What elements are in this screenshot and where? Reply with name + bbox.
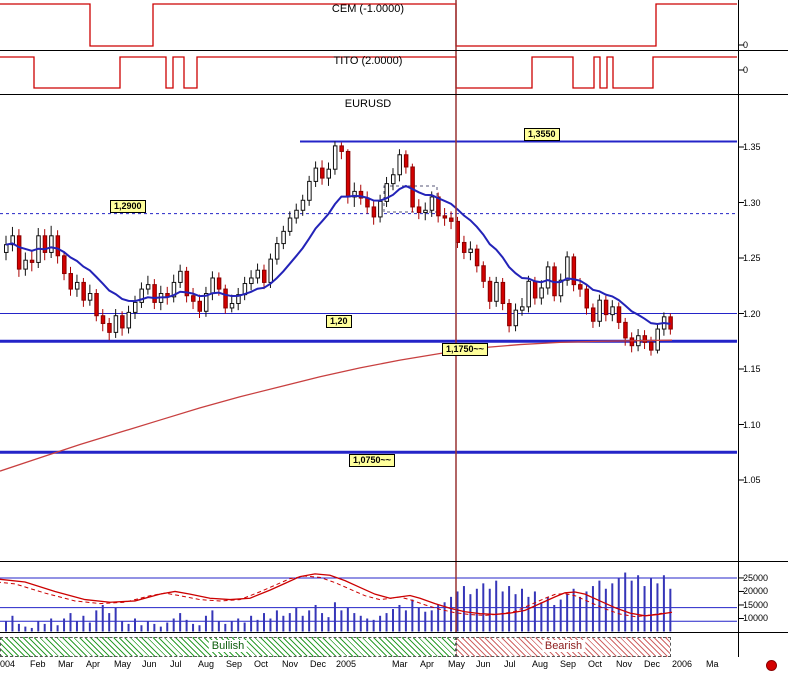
axis-value: 1.10 bbox=[743, 419, 761, 430]
axis-value: 1.25 bbox=[743, 253, 761, 263]
axis-value: 10000 bbox=[743, 613, 769, 624]
volume-ma-line bbox=[0, 573, 673, 617]
symbol-title: EURUSD bbox=[344, 98, 392, 110]
bearish-label: Bearish bbox=[541, 640, 586, 652]
axis-value: 20000 bbox=[743, 586, 769, 597]
time-label: Jul bbox=[504, 659, 516, 669]
ma-slow-line[interactable] bbox=[0, 339, 673, 472]
time-label: May bbox=[114, 659, 132, 669]
axis-value: 1.05 bbox=[743, 475, 761, 485]
time-label: Ma bbox=[706, 659, 719, 669]
ma-fast-line[interactable] bbox=[5, 184, 671, 326]
time-label: Sep bbox=[226, 659, 243, 669]
time-label: Oct bbox=[588, 659, 603, 669]
time-axis[interactable]: 004 Feb Mar Apr May Jun Jul Aug Sep Oct Nov Dec 2005… bbox=[0, 659, 737, 673]
axis-ticks bbox=[739, 44, 744, 619]
time-label: Aug bbox=[532, 659, 549, 669]
axis-value: 0 bbox=[743, 65, 749, 75]
axis-value: 1.30 bbox=[743, 197, 761, 208]
cem-step-line bbox=[0, 3, 737, 47]
bullish-label: Bullish bbox=[208, 640, 248, 652]
time-label: Dec bbox=[644, 659, 661, 669]
axis-value: 1.35 bbox=[743, 142, 761, 152]
connection-status-icon[interactable] bbox=[766, 660, 777, 671]
candles bbox=[4, 141, 673, 356]
price-level-tag-10750[interactable]: 1,0750~~ bbox=[349, 454, 396, 467]
time-label: Apr bbox=[86, 659, 101, 669]
volume-signal-line bbox=[0, 575, 663, 618]
time-label: 2005 bbox=[336, 659, 357, 669]
price-axis[interactable]: 1.35 1.30 1.25 1.20 1.15 1.10 1.05 25000 20000 15… bbox=[742, 0, 788, 657]
sentiment-band-bullish: Bullish bbox=[0, 637, 456, 657]
time-label: Mar bbox=[58, 659, 74, 669]
price-level-tag-13550[interactable]: 1,3550 bbox=[524, 128, 560, 141]
time-label: Aug bbox=[198, 659, 215, 669]
time-label: Sep bbox=[560, 659, 577, 669]
axis-value: 25000 bbox=[743, 572, 769, 583]
time-label: Feb bbox=[30, 659, 46, 669]
time-label: Jun bbox=[476, 659, 491, 669]
price-hlines[interactable] bbox=[0, 140, 737, 454]
time-label: Mar bbox=[392, 659, 408, 669]
time-label: 2006 bbox=[672, 659, 693, 669]
axis-value: 1.15 bbox=[743, 364, 761, 374]
time-label: Apr bbox=[420, 659, 435, 669]
volume-bars bbox=[5, 572, 672, 632]
time-label: Oct bbox=[254, 659, 269, 669]
time-label: Jun bbox=[142, 659, 157, 669]
tito-indicator-title: TITO (2.0000) bbox=[333, 55, 403, 67]
axis-value: 15000 bbox=[743, 599, 769, 610]
panel-borders bbox=[0, 0, 788, 657]
time-label: Nov bbox=[616, 659, 633, 669]
cem-indicator-title: CEM (-1.0000) bbox=[331, 3, 405, 15]
tito-step-line bbox=[0, 56, 737, 89]
price-level-tag-12900[interactable]: 1,2900 bbox=[110, 200, 146, 213]
axis-value: 0 bbox=[743, 40, 749, 50]
time-label: Nov bbox=[282, 659, 299, 669]
time-label: 004 bbox=[0, 659, 16, 669]
time-label: May bbox=[448, 659, 466, 669]
price-level-tag-11750[interactable]: 1,1750~~ bbox=[442, 343, 489, 356]
time-label: Jul bbox=[170, 659, 182, 669]
sentiment-band-bearish: Bearish bbox=[456, 637, 671, 657]
axis-value: 1.20 bbox=[743, 308, 761, 319]
price-level-tag-1200[interactable]: 1,20 bbox=[326, 315, 352, 328]
time-label: Dec bbox=[310, 659, 327, 669]
